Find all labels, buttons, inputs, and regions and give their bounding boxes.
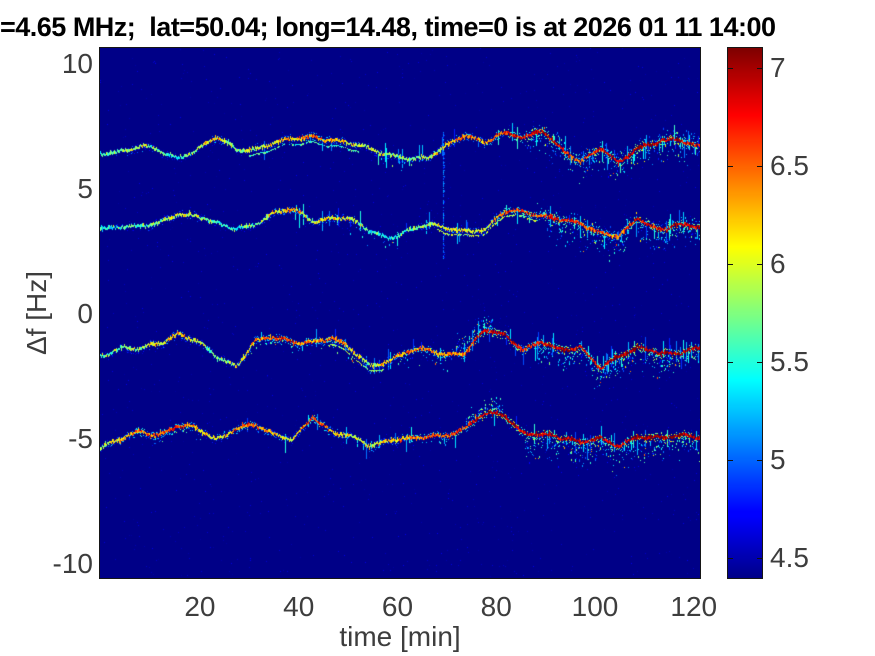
colorbar-tick-label: 7 (770, 51, 786, 83)
plot-area (100, 48, 700, 578)
x-axis-label: time [min] (339, 621, 461, 652)
chart-title: =4.65 MHz; lat=50.04; long=14.48, time=0… (0, 12, 776, 42)
colorbar (728, 48, 762, 578)
y-tick-label: 0 (77, 298, 93, 329)
colorbar-tick-label: 6.5 (770, 149, 809, 181)
y-tick-label: -10 (52, 548, 93, 579)
x-tick-label: 40 (283, 591, 315, 622)
x-tick-label: 20 (184, 591, 216, 622)
y-tick-label: -5 (68, 423, 93, 454)
colorbar-canvas (728, 48, 762, 578)
spectrogram-canvas (100, 48, 700, 578)
x-tick-label: 120 (670, 591, 718, 622)
y-axis-label: Δf [Hz] (21, 270, 52, 356)
y-tick-label: 10 (61, 48, 93, 79)
colorbar-tick-label: 4.5 (770, 542, 809, 574)
colorbar-tick-label: 5.5 (770, 346, 809, 378)
x-tick-label: 80 (480, 591, 512, 622)
x-tick-label: 60 (381, 591, 414, 622)
colorbar-tick-label: 6 (770, 247, 786, 279)
y-tick-label: 5 (77, 173, 93, 204)
x-tick-label: 100 (571, 591, 619, 622)
colorbar-tick-label: 5 (770, 444, 786, 476)
